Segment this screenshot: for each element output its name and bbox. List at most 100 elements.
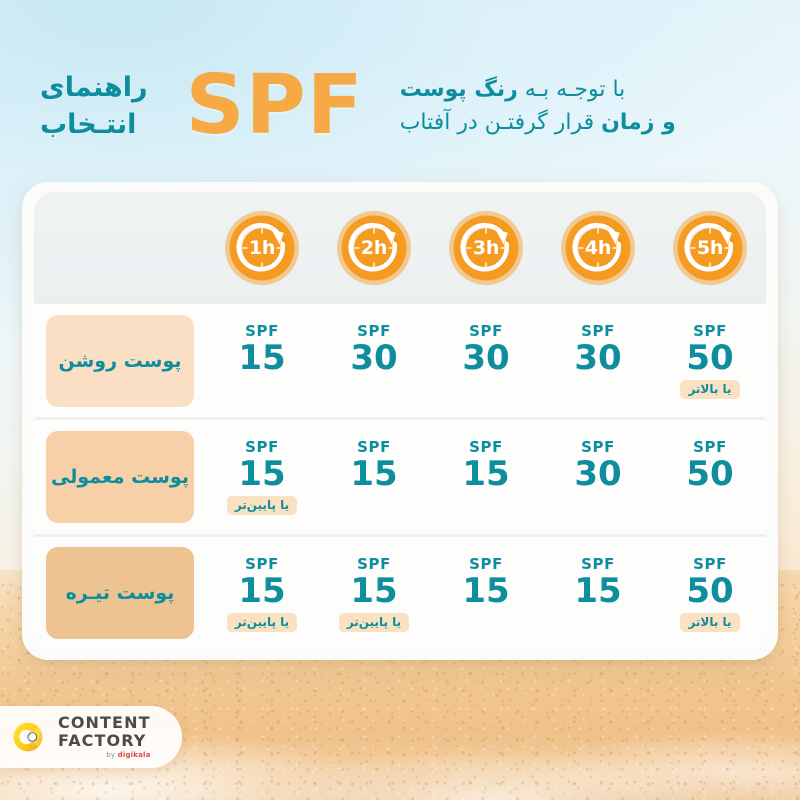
subtitle-line-2: و زمان قرار گرفتـن در آفتاب [400, 106, 676, 139]
content-factory-c-icon [10, 718, 48, 756]
spf-value: 30 [574, 454, 622, 495]
spf-label: SPF [581, 438, 615, 457]
logo-line-2: FACTORY [58, 731, 147, 750]
table-row: SPF 50 یا بالاتر SPF 30 SPF 30 [34, 304, 766, 418]
subtitle-line-2-strong: و زمان [601, 110, 676, 135]
spf-label: SPF [245, 554, 279, 573]
spf-label: SPF [693, 322, 727, 341]
spf-cell: SPF 30 [542, 438, 654, 515]
clock-rotate-icon: 5h [673, 211, 747, 285]
logo-line-1: CONTENT [58, 713, 151, 732]
clock-rotate-icon: 2h [337, 211, 411, 285]
spf-value: 15 [350, 454, 398, 495]
hours-label: 2h [360, 237, 388, 259]
skin-type-cell: پوست معمولی [34, 430, 206, 523]
spf-cell: SPF 15 یا پایین‌تر [206, 555, 318, 632]
spf-value: 30 [462, 338, 510, 379]
spf-value: 15 [574, 570, 622, 611]
spf-label: SPF [581, 554, 615, 573]
spf-value: 15 [238, 454, 286, 495]
subtitle-line-2-light: قرار گرفتـن در آفتاب [399, 110, 602, 135]
content-factory-logo: CONTENT FACTORY by digikala [0, 706, 182, 768]
spf-cell: SPF 15 [430, 555, 542, 632]
spf-note-badge: یا پایین‌تر [226, 496, 298, 516]
spf-rows: SPF 50 یا بالاتر SPF 30 SPF 30 [34, 304, 766, 650]
hours-cell: 4h [542, 211, 654, 285]
hours-label: 5h [696, 237, 724, 259]
header: با توجـه بـه رنگ پوست و زمان قرار گرفتـن… [40, 46, 760, 166]
hours-header-row: 5h [34, 192, 766, 304]
spf-label: SPF [357, 554, 391, 573]
subtitle-line-1: با توجـه بـه رنگ پوست [400, 73, 626, 106]
table-row: SPF 50 یا بالاتر SPF 15 SPF 15 [34, 533, 766, 650]
hours-cell: 3h [430, 211, 542, 285]
spf-value: 30 [574, 338, 622, 379]
spf-cell: SPF 15 [318, 438, 430, 515]
spf-headline-word: SPF [185, 58, 364, 153]
skin-type-chip-light: پوست روشن [46, 314, 194, 407]
spf-label: SPF [469, 438, 503, 457]
spf-label: SPF [357, 438, 391, 457]
spf-value: 15 [238, 338, 286, 379]
spf-cell: SPF 50 یا بالاتر [654, 555, 766, 632]
spf-note-badge: یا پایین‌تر [338, 612, 410, 632]
spf-matrix-inner: 5h [34, 192, 766, 650]
hours-cells: 5h [206, 192, 766, 304]
skin-type-cell: پوست روشن [34, 314, 206, 407]
hours-label: 3h [472, 237, 500, 259]
spf-cells: SPF 50 یا بالاتر SPF 30 SPF 30 [206, 304, 766, 417]
spf-label: SPF [357, 322, 391, 341]
spf-label: SPF [469, 322, 503, 341]
spf-value: 15 [462, 454, 510, 495]
spf-label: SPF [245, 438, 279, 457]
spf-label: SPF [469, 554, 503, 573]
clock-rotate-icon: 1h [225, 211, 299, 285]
spf-label: SPF [693, 554, 727, 573]
page-title-line-1: راهنمای [40, 71, 148, 103]
spf-label: SPF [245, 322, 279, 341]
skin-type-chip-normal: پوست معمولی [46, 430, 194, 523]
spf-note-badge: یا پایین‌تر [226, 612, 298, 632]
spf-cells: SPF 50 SPF 30 SPF 15 [206, 420, 766, 533]
spf-value: 30 [350, 338, 398, 379]
clock-rotate-icon: 4h [561, 211, 635, 285]
skin-type-chip-dark: پوست تیـره [46, 547, 194, 640]
hours-label: 4h [584, 237, 612, 259]
spf-value: 15 [462, 570, 510, 611]
skin-type-cell: پوست تیـره [34, 547, 206, 640]
logo-by-prefix: by [106, 751, 118, 759]
spf-cell: SPF 15 یا پایین‌تر [318, 555, 430, 632]
subtitle-line-1-strong: رنگ پوست [399, 77, 518, 102]
subtitle-block: با توجـه بـه رنگ پوست و زمان قرار گرفتـن… [400, 73, 760, 139]
clock-rotate-icon: 3h [449, 211, 523, 285]
spf-note-badge: یا بالاتر [680, 380, 740, 400]
spf-cell: SPF 15 یا پایین‌تر [206, 438, 318, 516]
spf-value: 50 [686, 570, 734, 611]
page-title-line-2: انتـخاب [40, 109, 137, 140]
spf-cells: SPF 50 یا بالاتر SPF 15 SPF 15 [206, 537, 766, 650]
hours-cell: 2h [318, 211, 430, 285]
spf-value: 15 [350, 570, 398, 611]
hours-label: 1h [248, 237, 276, 259]
hours-cell: 1h [206, 211, 318, 285]
content-factory-wordmark: CONTENT FACTORY by digikala [58, 715, 151, 759]
logo-by-brand: digikala [117, 751, 151, 759]
page-title: راهنمای انتـخاب [40, 69, 154, 144]
spf-cell: SPF 30 [318, 322, 430, 399]
spf-value: 15 [238, 570, 286, 611]
spf-matrix-card: 5h [22, 182, 778, 660]
hours-cell: 5h [654, 211, 766, 285]
spf-value: 50 [686, 338, 734, 379]
table-row: SPF 50 SPF 30 SPF 15 [34, 417, 766, 534]
spf-value: 50 [686, 454, 734, 495]
spf-cell: SPF 15 [430, 438, 542, 515]
spf-cell: SPF 15 [542, 555, 654, 632]
logo-byline: by digikala [106, 752, 150, 759]
subtitle-line-1-light: با توجـه بـه [517, 77, 626, 102]
spf-note-badge: یا بالاتر [680, 612, 740, 632]
spf-cell: SPF 30 [542, 322, 654, 399]
spf-cell: SPF 50 [654, 438, 766, 515]
spf-cell: SPF 15 [206, 322, 318, 399]
spf-cell: SPF 30 [430, 322, 542, 399]
